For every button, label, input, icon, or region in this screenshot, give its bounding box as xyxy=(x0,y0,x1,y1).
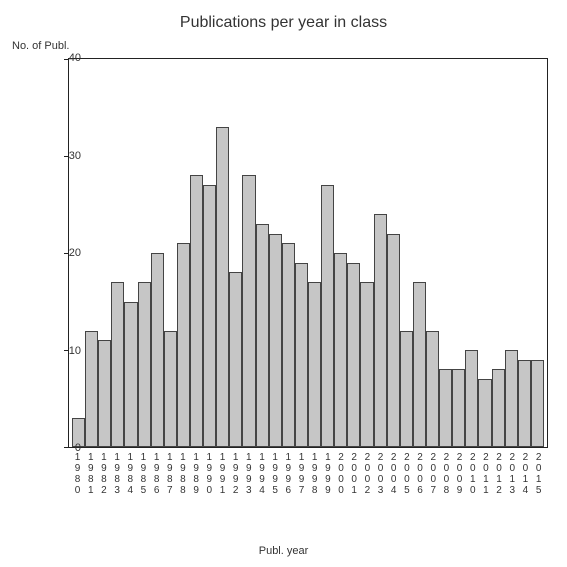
x-tick-1987: 1987 xyxy=(163,452,176,496)
bar-2013 xyxy=(505,350,518,447)
bar-2009 xyxy=(452,369,465,447)
bar-1989 xyxy=(190,175,203,447)
bar-1994 xyxy=(256,224,269,447)
x-tick-2011: 2011 xyxy=(479,452,492,496)
x-tick-1985: 1985 xyxy=(137,452,150,496)
bar-1998 xyxy=(308,282,321,447)
x-tick-2014: 2014 xyxy=(519,452,532,496)
y-axis-label: No. of Publ. xyxy=(12,40,69,52)
x-tick-1992: 1992 xyxy=(229,452,242,496)
x-tick-2008: 2008 xyxy=(440,452,453,496)
bar-1993 xyxy=(242,175,255,447)
bar-2014 xyxy=(518,360,531,447)
x-tick-2013: 2013 xyxy=(506,452,519,496)
x-tick-1993: 1993 xyxy=(242,452,255,496)
bar-2002 xyxy=(360,282,373,447)
bar-2007 xyxy=(426,331,439,447)
x-tick-1988: 1988 xyxy=(176,452,189,496)
x-tick-1999: 1999 xyxy=(321,452,334,496)
bar-2015 xyxy=(531,360,544,447)
x-tick-1995: 1995 xyxy=(269,452,282,496)
bar-1984 xyxy=(124,302,137,448)
x-tick-1994: 1994 xyxy=(255,452,268,496)
x-tick-2002: 2002 xyxy=(361,452,374,496)
x-tick-1986: 1986 xyxy=(150,452,163,496)
bar-1991 xyxy=(216,127,229,447)
x-tick-2005: 2005 xyxy=(400,452,413,496)
x-tick-2009: 2009 xyxy=(453,452,466,496)
bar-1982 xyxy=(98,340,111,447)
bar-2010 xyxy=(465,350,478,447)
x-tick-2001: 2001 xyxy=(348,452,361,496)
bar-1996 xyxy=(282,243,295,447)
bar-1995 xyxy=(269,234,282,447)
x-tick-2006: 2006 xyxy=(413,452,426,496)
publications-bar-chart: Publications per year in class No. of Pu… xyxy=(0,0,567,567)
bar-1985 xyxy=(138,282,151,447)
bar-2006 xyxy=(413,282,426,447)
bar-1987 xyxy=(164,331,177,447)
x-tick-1996: 1996 xyxy=(282,452,295,496)
bar-1997 xyxy=(295,263,308,447)
x-tick-2003: 2003 xyxy=(374,452,387,496)
y-tick-20: 20 xyxy=(69,247,81,259)
y-tick-10: 10 xyxy=(69,345,81,357)
chart-title: Publications per year in class xyxy=(0,0,567,32)
x-tick-2007: 2007 xyxy=(427,452,440,496)
bar-2005 xyxy=(400,331,413,447)
x-tick-2000: 2000 xyxy=(334,452,347,496)
bar-1999 xyxy=(321,185,334,447)
x-tick-1998: 1998 xyxy=(308,452,321,496)
x-tick-1982: 1982 xyxy=(97,452,110,496)
bar-2000 xyxy=(334,253,347,447)
bar-1992 xyxy=(229,272,242,447)
x-tick-1983: 1983 xyxy=(111,452,124,496)
x-tick-2015: 2015 xyxy=(532,452,545,496)
bar-2011 xyxy=(478,379,491,447)
x-tick-1991: 1991 xyxy=(216,452,229,496)
x-tick-1981: 1981 xyxy=(84,452,97,496)
bar-1986 xyxy=(151,253,164,447)
x-tick-1980: 1980 xyxy=(71,452,84,496)
x-tick-1989: 1989 xyxy=(190,452,203,496)
x-tick-1984: 1984 xyxy=(124,452,137,496)
bar-2003 xyxy=(374,214,387,447)
x-tick-2010: 2010 xyxy=(466,452,479,496)
x-axis-label: Publ. year xyxy=(0,545,567,557)
bar-2004 xyxy=(387,234,400,447)
bars-container xyxy=(69,59,547,447)
x-tick-2012: 2012 xyxy=(493,452,506,496)
bar-1983 xyxy=(111,282,124,447)
x-tick-1997: 1997 xyxy=(295,452,308,496)
x-tick-1990: 1990 xyxy=(203,452,216,496)
plot-area xyxy=(68,58,548,448)
bar-2012 xyxy=(492,369,505,447)
bar-1988 xyxy=(177,243,190,447)
y-tick-30: 30 xyxy=(69,150,81,162)
bar-1981 xyxy=(85,331,98,447)
y-tick-40: 40 xyxy=(69,52,81,64)
bar-2008 xyxy=(439,369,452,447)
bar-1990 xyxy=(203,185,216,447)
bar-2001 xyxy=(347,263,360,447)
x-tick-labels: 1980198119821983198419851986198719881989… xyxy=(68,452,548,496)
x-tick-2004: 2004 xyxy=(387,452,400,496)
